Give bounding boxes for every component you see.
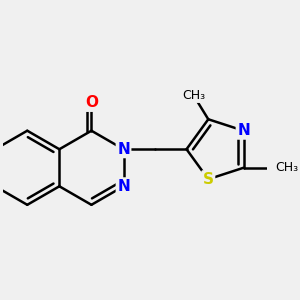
Text: N: N (237, 123, 250, 138)
Text: O: O (85, 95, 98, 110)
Text: N: N (117, 179, 130, 194)
Text: CH₃: CH₃ (182, 89, 205, 102)
Text: N: N (117, 142, 130, 157)
Text: S: S (203, 172, 214, 187)
Text: CH₃: CH₃ (275, 161, 298, 174)
